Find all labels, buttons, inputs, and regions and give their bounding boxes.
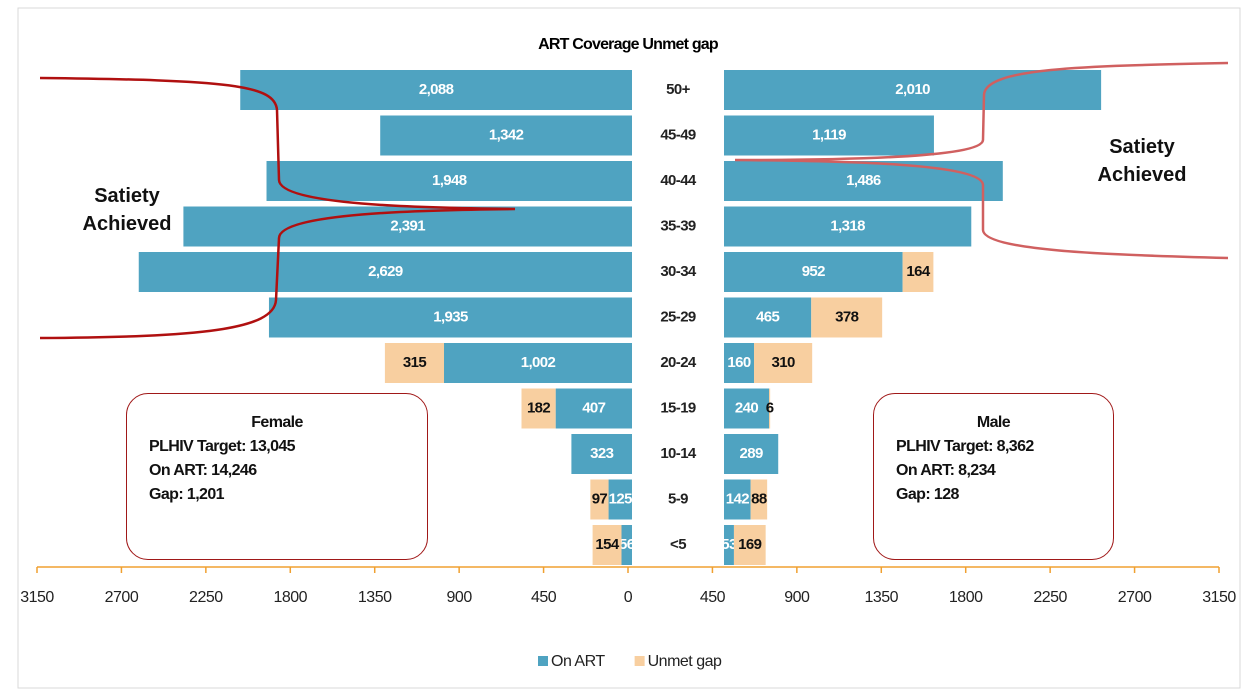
value-label: 142 <box>726 490 749 507</box>
box-line: PLHIV Target: 8,362 <box>896 438 1113 456</box>
value-label: 1,119 <box>812 126 846 143</box>
value-label: 2,629 <box>368 263 403 280</box>
category-label: 15-19 <box>660 399 696 416</box>
value-label: 6 <box>766 399 774 416</box>
x-tick-label: 0 <box>624 589 633 606</box>
category-label: 30-34 <box>660 263 697 280</box>
value-label: 1,318 <box>830 217 865 234</box>
category-label: 25-29 <box>660 308 696 325</box>
x-tick-label: 3150 <box>1202 589 1236 606</box>
category-label: 10-14 <box>660 445 697 462</box>
legend-label: Unmet gap <box>648 653 722 670</box>
value-label: 240 <box>735 399 758 416</box>
x-tick-label: 2250 <box>189 589 223 606</box>
x-tick-label: 1350 <box>358 589 392 606</box>
box-line: PLHIV Target: 13,045 <box>149 438 427 456</box>
value-label: 1,342 <box>489 126 524 143</box>
category-label: <5 <box>670 536 686 553</box>
value-label: 160 <box>727 354 750 371</box>
x-tick-label: 450 <box>700 589 726 606</box>
value-label: 164 <box>906 263 930 280</box>
value-label: 154 <box>595 536 619 553</box>
male-box: Male PLHIV Target: 8,362 On ART: 8,234 G… <box>873 393 1114 560</box>
value-label: 465 <box>756 308 779 325</box>
value-label: 378 <box>835 308 858 325</box>
value-label: 310 <box>771 354 794 371</box>
category-label: 35-39 <box>660 217 696 234</box>
chart-title: ART Coverage Unmet gap <box>538 36 719 53</box>
value-label: 1,486 <box>846 172 881 189</box>
x-tick-label: 1800 <box>949 589 983 606</box>
chart: ART Coverage Unmet gap 31502700225018001… <box>0 0 1250 694</box>
value-label: 1,948 <box>432 172 467 189</box>
category-label: 50+ <box>666 81 690 98</box>
category-label: 20-24 <box>660 354 697 371</box>
value-label: 97 <box>592 490 608 507</box>
female-box: Female PLHIV Target: 13,045 On ART: 14,2… <box>126 393 428 560</box>
x-tick-label: 1350 <box>864 589 898 606</box>
page: ART Coverage Unmet gap 31502700225018001… <box>0 0 1250 694</box>
value-label: 125 <box>609 490 632 507</box>
x-tick-label: 1800 <box>273 589 307 606</box>
x-tick-label: 3150 <box>20 589 54 606</box>
category-label: 40-44 <box>660 172 697 189</box>
legend-swatch <box>635 656 645 666</box>
value-label: 407 <box>582 399 605 416</box>
box-line: Gap: 128 <box>896 486 1113 504</box>
value-label: 289 <box>739 445 762 462</box>
value-label: 315 <box>403 354 426 371</box>
x-tick-label: 2250 <box>1033 589 1067 606</box>
x-tick-label: 900 <box>784 589 810 606</box>
value-label: 182 <box>527 399 550 416</box>
value-label: 169 <box>738 536 761 553</box>
value-label: 952 <box>802 263 825 280</box>
box-title: Female <box>127 414 427 432</box>
value-label: 2,088 <box>419 81 454 98</box>
box-line: On ART: 14,246 <box>149 462 427 480</box>
value-label: 88 <box>751 490 767 507</box>
box-line: Gap: 1,201 <box>149 486 427 504</box>
x-tick-label: 2700 <box>105 589 139 606</box>
value-label: 2,010 <box>895 81 930 98</box>
right-note: Satiety Achieved <box>1077 133 1207 189</box>
legend-swatch <box>538 656 548 666</box>
value-label: 2,391 <box>390 217 425 234</box>
left-note: Satiety Achieved <box>62 182 192 238</box>
x-tick-label: 900 <box>447 589 473 606</box>
box-title: Male <box>874 414 1113 432</box>
value-label: 323 <box>590 445 613 462</box>
value-label: 1,002 <box>521 354 556 371</box>
box-line: On ART: 8,234 <box>896 462 1113 480</box>
legend-label: On ART <box>551 653 605 670</box>
category-label: 45-49 <box>660 126 696 143</box>
value-label: 1,935 <box>433 308 468 325</box>
category-label: 5-9 <box>668 490 688 507</box>
x-tick-label: 2700 <box>1118 589 1152 606</box>
x-tick-label: 450 <box>531 589 557 606</box>
